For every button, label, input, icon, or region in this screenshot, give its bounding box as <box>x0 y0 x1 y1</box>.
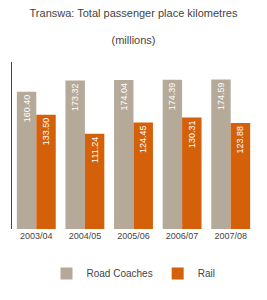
svg-text:174.04: 174.04 <box>119 83 129 111</box>
svg-text:160.40: 160.40 <box>22 95 32 123</box>
svg-text:Transwa: Total passenger place: Transwa: Total passenger place kilometre… <box>30 7 238 19</box>
svg-text:123.88: 123.88 <box>235 126 245 154</box>
svg-text:2005/06: 2005/06 <box>117 231 150 241</box>
svg-text:2007/08: 2007/08 <box>214 231 247 241</box>
svg-text:2004/05: 2004/05 <box>69 231 102 241</box>
svg-text:130.31: 130.31 <box>187 120 197 148</box>
svg-text:111.24: 111.24 <box>90 137 100 163</box>
svg-text:(millions): (millions) <box>112 34 156 46</box>
svg-text:174.59: 174.59 <box>216 82 226 110</box>
svg-text:Road Coaches: Road Coaches <box>87 268 153 279</box>
svg-text:Rail: Rail <box>198 268 215 279</box>
svg-text:124.45: 124.45 <box>138 125 148 153</box>
svg-text:173.32: 173.32 <box>70 84 80 112</box>
svg-text:174.39: 174.39 <box>167 83 177 111</box>
svg-text:2003/04: 2003/04 <box>20 231 53 241</box>
svg-text:133.50: 133.50 <box>41 118 51 146</box>
svg-text:2006/07: 2006/07 <box>166 231 199 241</box>
